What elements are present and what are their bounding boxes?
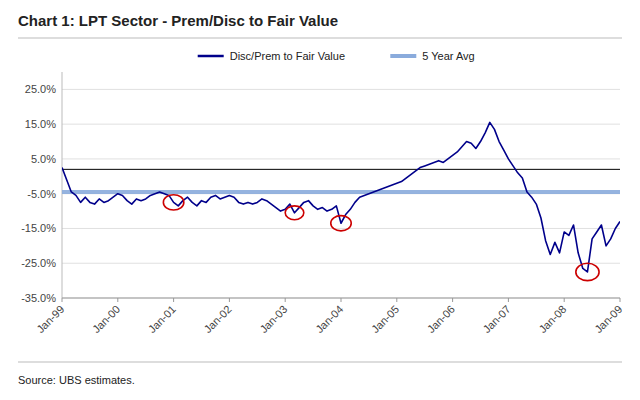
data-line (62, 122, 620, 272)
source: Source: UBS estimates. (18, 374, 135, 386)
x-tick-label: Jan-03 (257, 303, 289, 335)
highlight-circle (163, 195, 183, 210)
x-tick (229, 298, 230, 302)
x-tick (341, 298, 342, 302)
x-tick-label: Jan-01 (146, 303, 178, 335)
grid-line (62, 263, 620, 264)
x-tick-label: Jan-00 (90, 303, 122, 335)
x-tick-label: Jan-04 (313, 303, 345, 335)
reference-line (62, 169, 620, 170)
y-tick-label: 25.0% (25, 83, 56, 95)
grid-line (62, 124, 620, 125)
highlight-circle (285, 206, 304, 220)
x-tick-label: Jan-02 (202, 303, 234, 335)
grid-line (62, 89, 620, 90)
x-tick-label: Jan-99 (34, 303, 66, 335)
grid-line (62, 228, 620, 229)
x-tick (117, 298, 118, 302)
separator (18, 362, 622, 363)
x-tick (173, 298, 174, 302)
y-tick-label: -35.0% (21, 292, 56, 304)
y-tick-label: 5.0% (31, 153, 56, 165)
x-tick (564, 298, 565, 302)
x-tick-label: Jan-09 (592, 303, 624, 335)
highlight-circle (331, 216, 351, 231)
x-tick-label: Jan-05 (369, 303, 401, 335)
x-tick-label: Jan-07 (481, 303, 513, 335)
x-tick (620, 298, 621, 302)
x-tick (285, 298, 286, 302)
legend-label: 5 Year Avg (422, 50, 474, 62)
legend-swatch (198, 55, 224, 58)
plot-area (62, 122, 620, 280)
y-axis-line (62, 72, 63, 298)
y-tick-label: -15.0% (21, 222, 56, 234)
x-tick (396, 298, 397, 302)
title: Chart 1: LPT Sector - Prem/Disc to Fair … (18, 12, 338, 29)
x-tick (452, 298, 453, 302)
y-tick-label: 15.0% (25, 118, 56, 130)
legend-label: Disc/Prem to Fair Value (230, 50, 345, 62)
legend: Disc/Prem to Fair Value 5 Year Avg (198, 50, 475, 62)
highlight-circle (576, 263, 599, 280)
average-line (62, 190, 620, 194)
y-tick-label: -25.0% (21, 257, 56, 269)
separator (18, 38, 622, 39)
grid-line (62, 158, 620, 159)
grid (62, 89, 620, 298)
y-tick-label: -5.0% (27, 188, 56, 200)
x-tick (62, 298, 63, 302)
legend-swatch (390, 54, 416, 58)
x-tick-label: Jan-08 (536, 303, 568, 335)
x-tick-label: Jan-06 (425, 303, 457, 335)
x-tick (508, 298, 509, 302)
chart: Chart 1: LPT Sector - Prem/Disc to Fair … (0, 0, 640, 400)
